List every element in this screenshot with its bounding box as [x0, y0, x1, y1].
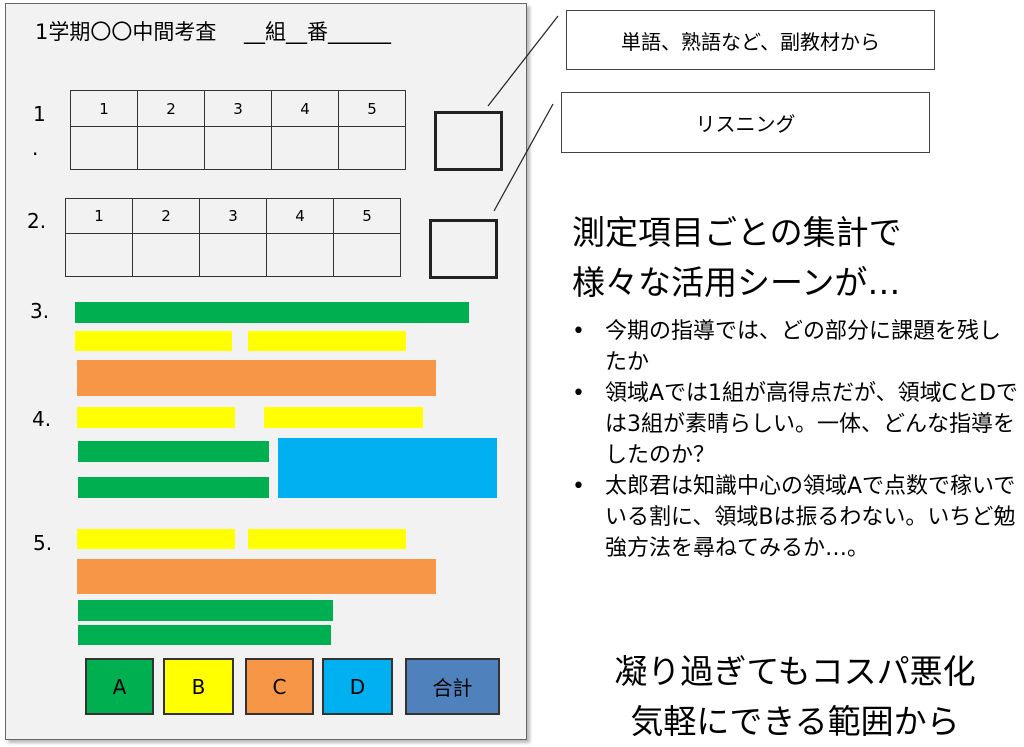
answer-cell[interactable] [204, 126, 272, 170]
score-b-box: B [163, 658, 234, 715]
bar-area-d [278, 438, 497, 498]
answer-cell[interactable] [132, 233, 200, 277]
answer-cell[interactable] [199, 233, 267, 277]
score-a-box: A [85, 658, 154, 715]
q1-label: 1 [33, 102, 46, 126]
cell-header: 5 [338, 90, 406, 127]
bar-area-a [78, 600, 333, 621]
bar-area-b [264, 407, 423, 428]
connector-line-2 [493, 103, 554, 212]
score-c-box: C [245, 658, 314, 715]
footer-line-1: 凝り過ぎてもコスパ悪化 [614, 652, 976, 691]
headline-line-2: 様々な活用シーンが… [572, 263, 901, 302]
bar-area-b [248, 529, 406, 549]
bar-area-c [77, 559, 436, 594]
q4-label: 4. [32, 407, 52, 431]
answer-cell[interactable] [338, 126, 406, 170]
bar-area-a [75, 302, 469, 323]
callout-listening: リスニング [561, 92, 930, 153]
bar-area-a [78, 477, 269, 498]
q3-label: 3. [30, 299, 50, 323]
cell-header: 2 [137, 90, 205, 127]
bullet-item: 領域Aでは1組が高得点だが、領域CとDでは3組が素晴らしい。一体、どんな指導をし… [572, 378, 1022, 471]
footer-line-2: 気軽にできる範囲から [630, 702, 960, 741]
score-total-box: 合計 [405, 658, 500, 715]
cell-header: 3 [199, 198, 267, 234]
score-d-box: D [322, 658, 393, 715]
connector-line-1 [487, 15, 559, 107]
bar-area-b [75, 331, 232, 351]
answer-cell[interactable] [333, 233, 401, 277]
bar-area-b [248, 331, 406, 351]
q2-score-box [429, 219, 498, 279]
bar-area-b [77, 529, 235, 549]
cell-header: 3 [204, 90, 272, 127]
q2-label: 2. [27, 209, 47, 233]
bar-area-a [78, 625, 331, 645]
answer-cell[interactable] [266, 233, 334, 277]
q1-dot: . [32, 136, 39, 160]
bullet-list: 今期の指導では、どの部分に課題を残したか 領域Aでは1組が高得点だが、領域CとD… [572, 316, 1022, 564]
bullet-item: 今期の指導では、どの部分に課題を残したか [572, 316, 1022, 378]
q5-label: 5. [33, 531, 53, 555]
callout-vocabulary: 単語、熟語など、副教材から [566, 10, 935, 70]
bar-area-b [77, 407, 235, 428]
bar-area-c [77, 360, 436, 396]
q1-score-box [434, 111, 503, 171]
headline-line-1: 測定項目ごとの集計で [572, 213, 902, 252]
answer-cell[interactable] [137, 126, 205, 170]
answer-cell[interactable] [70, 126, 138, 170]
bullet-item: 太郎君は知識中心の領域Aで点数で稼いでいる割に、領域Bは振るわない。いちど勉強方… [572, 471, 1022, 564]
sheet-title: 1学期〇〇中間考査 __組__番______ [35, 20, 392, 44]
bar-area-a [78, 441, 269, 462]
answer-cell[interactable] [65, 233, 133, 277]
